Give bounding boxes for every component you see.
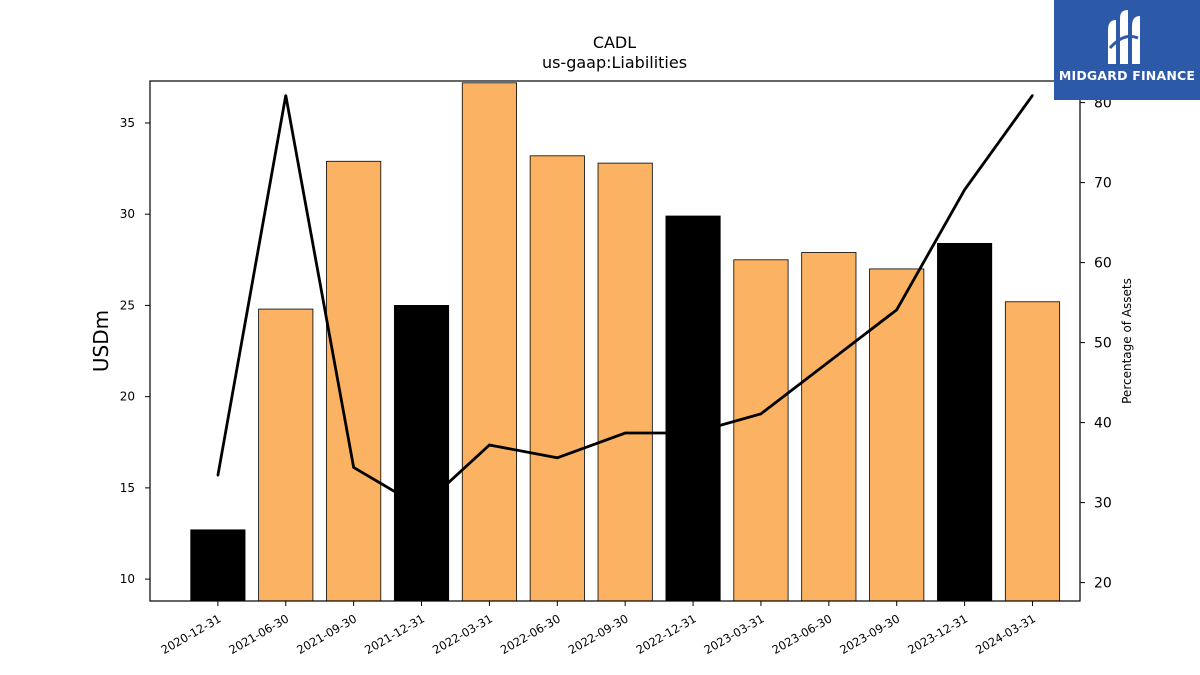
bar-2022-09-30 — [597, 162, 653, 602]
y2-tick-label: 20 — [1094, 576, 1112, 592]
y2-tick-label: 60 — [1094, 256, 1112, 272]
x-tick-label: 2021-09-30 — [294, 611, 359, 657]
bar-2020-12-31 — [190, 529, 246, 602]
chart-title: CADL — [593, 33, 636, 52]
bar-2022-03-31 — [461, 82, 517, 602]
plot-frame — [149, 80, 1081, 602]
x-tick-label: 2021-12-31 — [362, 611, 427, 657]
bar-2021-12-31 — [393, 305, 450, 602]
logo-mark-icon — [1108, 10, 1140, 64]
bar-2023-06-30 — [801, 252, 857, 602]
x-tick-label: 2023-09-30 — [837, 611, 902, 657]
y2-tick-label: 40 — [1094, 416, 1112, 432]
y-tick-label: 30 — [120, 207, 135, 221]
y-tick-label: 15 — [120, 481, 135, 495]
x-tick-label: 2022-09-30 — [566, 611, 631, 657]
x-tick-label: 2023-03-31 — [702, 611, 767, 657]
line-point-2021-09-30 — [352, 466, 355, 469]
line-point-2023-03-31 — [759, 412, 763, 415]
chart-subtitle: us-gaap:Liabilities — [542, 53, 687, 72]
bar-2022-12-31 — [665, 215, 721, 602]
line-point-2022-06-30 — [556, 456, 559, 459]
bar-2024-03-31 — [1004, 301, 1061, 602]
y-tick-label: 20 — [120, 390, 135, 404]
line-point-2023-09-30 — [895, 308, 898, 311]
x-tick-label: 2023-06-30 — [769, 611, 834, 657]
line-point-2021-06-30 — [284, 94, 287, 97]
x-tick-label: 2021-06-30 — [226, 611, 291, 657]
x-tick-label: 2024-03-31 — [973, 611, 1038, 657]
x-tick-label: 2022-12-31 — [634, 611, 699, 657]
bar-2021-06-30 — [258, 308, 314, 602]
line-point-2024-03-31 — [1031, 94, 1034, 97]
bar-2023-09-30 — [869, 268, 925, 602]
line-point-2020-12-31 — [216, 474, 220, 477]
x-tick-label: 2020-12-31 — [158, 611, 223, 657]
bar-2021-09-30 — [326, 160, 382, 602]
logo: MIDGARD FINANCE — [1054, 0, 1200, 100]
x-tick-label: 2022-06-30 — [498, 611, 563, 657]
y-tick-label: 25 — [120, 298, 135, 312]
x-tick-label: 2022-03-31 — [430, 611, 495, 657]
y-tick-label: 35 — [120, 116, 135, 130]
line-point-2023-12-31 — [963, 188, 966, 191]
line-point-2022-03-31 — [488, 443, 491, 447]
line-point-2023-06-30 — [827, 360, 831, 363]
y-axis-label: USDm — [89, 310, 113, 372]
logo-text: MIDGARD FINANCE — [1058, 68, 1196, 83]
bar-2022-06-30 — [529, 155, 585, 602]
x-tick-label: 2023-12-31 — [905, 611, 970, 657]
y2-axis-label: Percentage of Assets — [1120, 278, 1134, 404]
y2-tick-label: 50 — [1094, 336, 1112, 352]
bar-2023-12-31 — [937, 242, 993, 602]
bar-2023-03-31 — [733, 259, 789, 602]
y2-tick-label: 70 — [1094, 176, 1112, 192]
line-point-2022-12-31 — [691, 431, 695, 435]
line-point-2022-09-30 — [623, 431, 627, 435]
y2-tick-label: 30 — [1094, 496, 1112, 512]
line-point-2021-12-31 — [420, 506, 423, 509]
y-tick-label: 10 — [120, 572, 135, 586]
